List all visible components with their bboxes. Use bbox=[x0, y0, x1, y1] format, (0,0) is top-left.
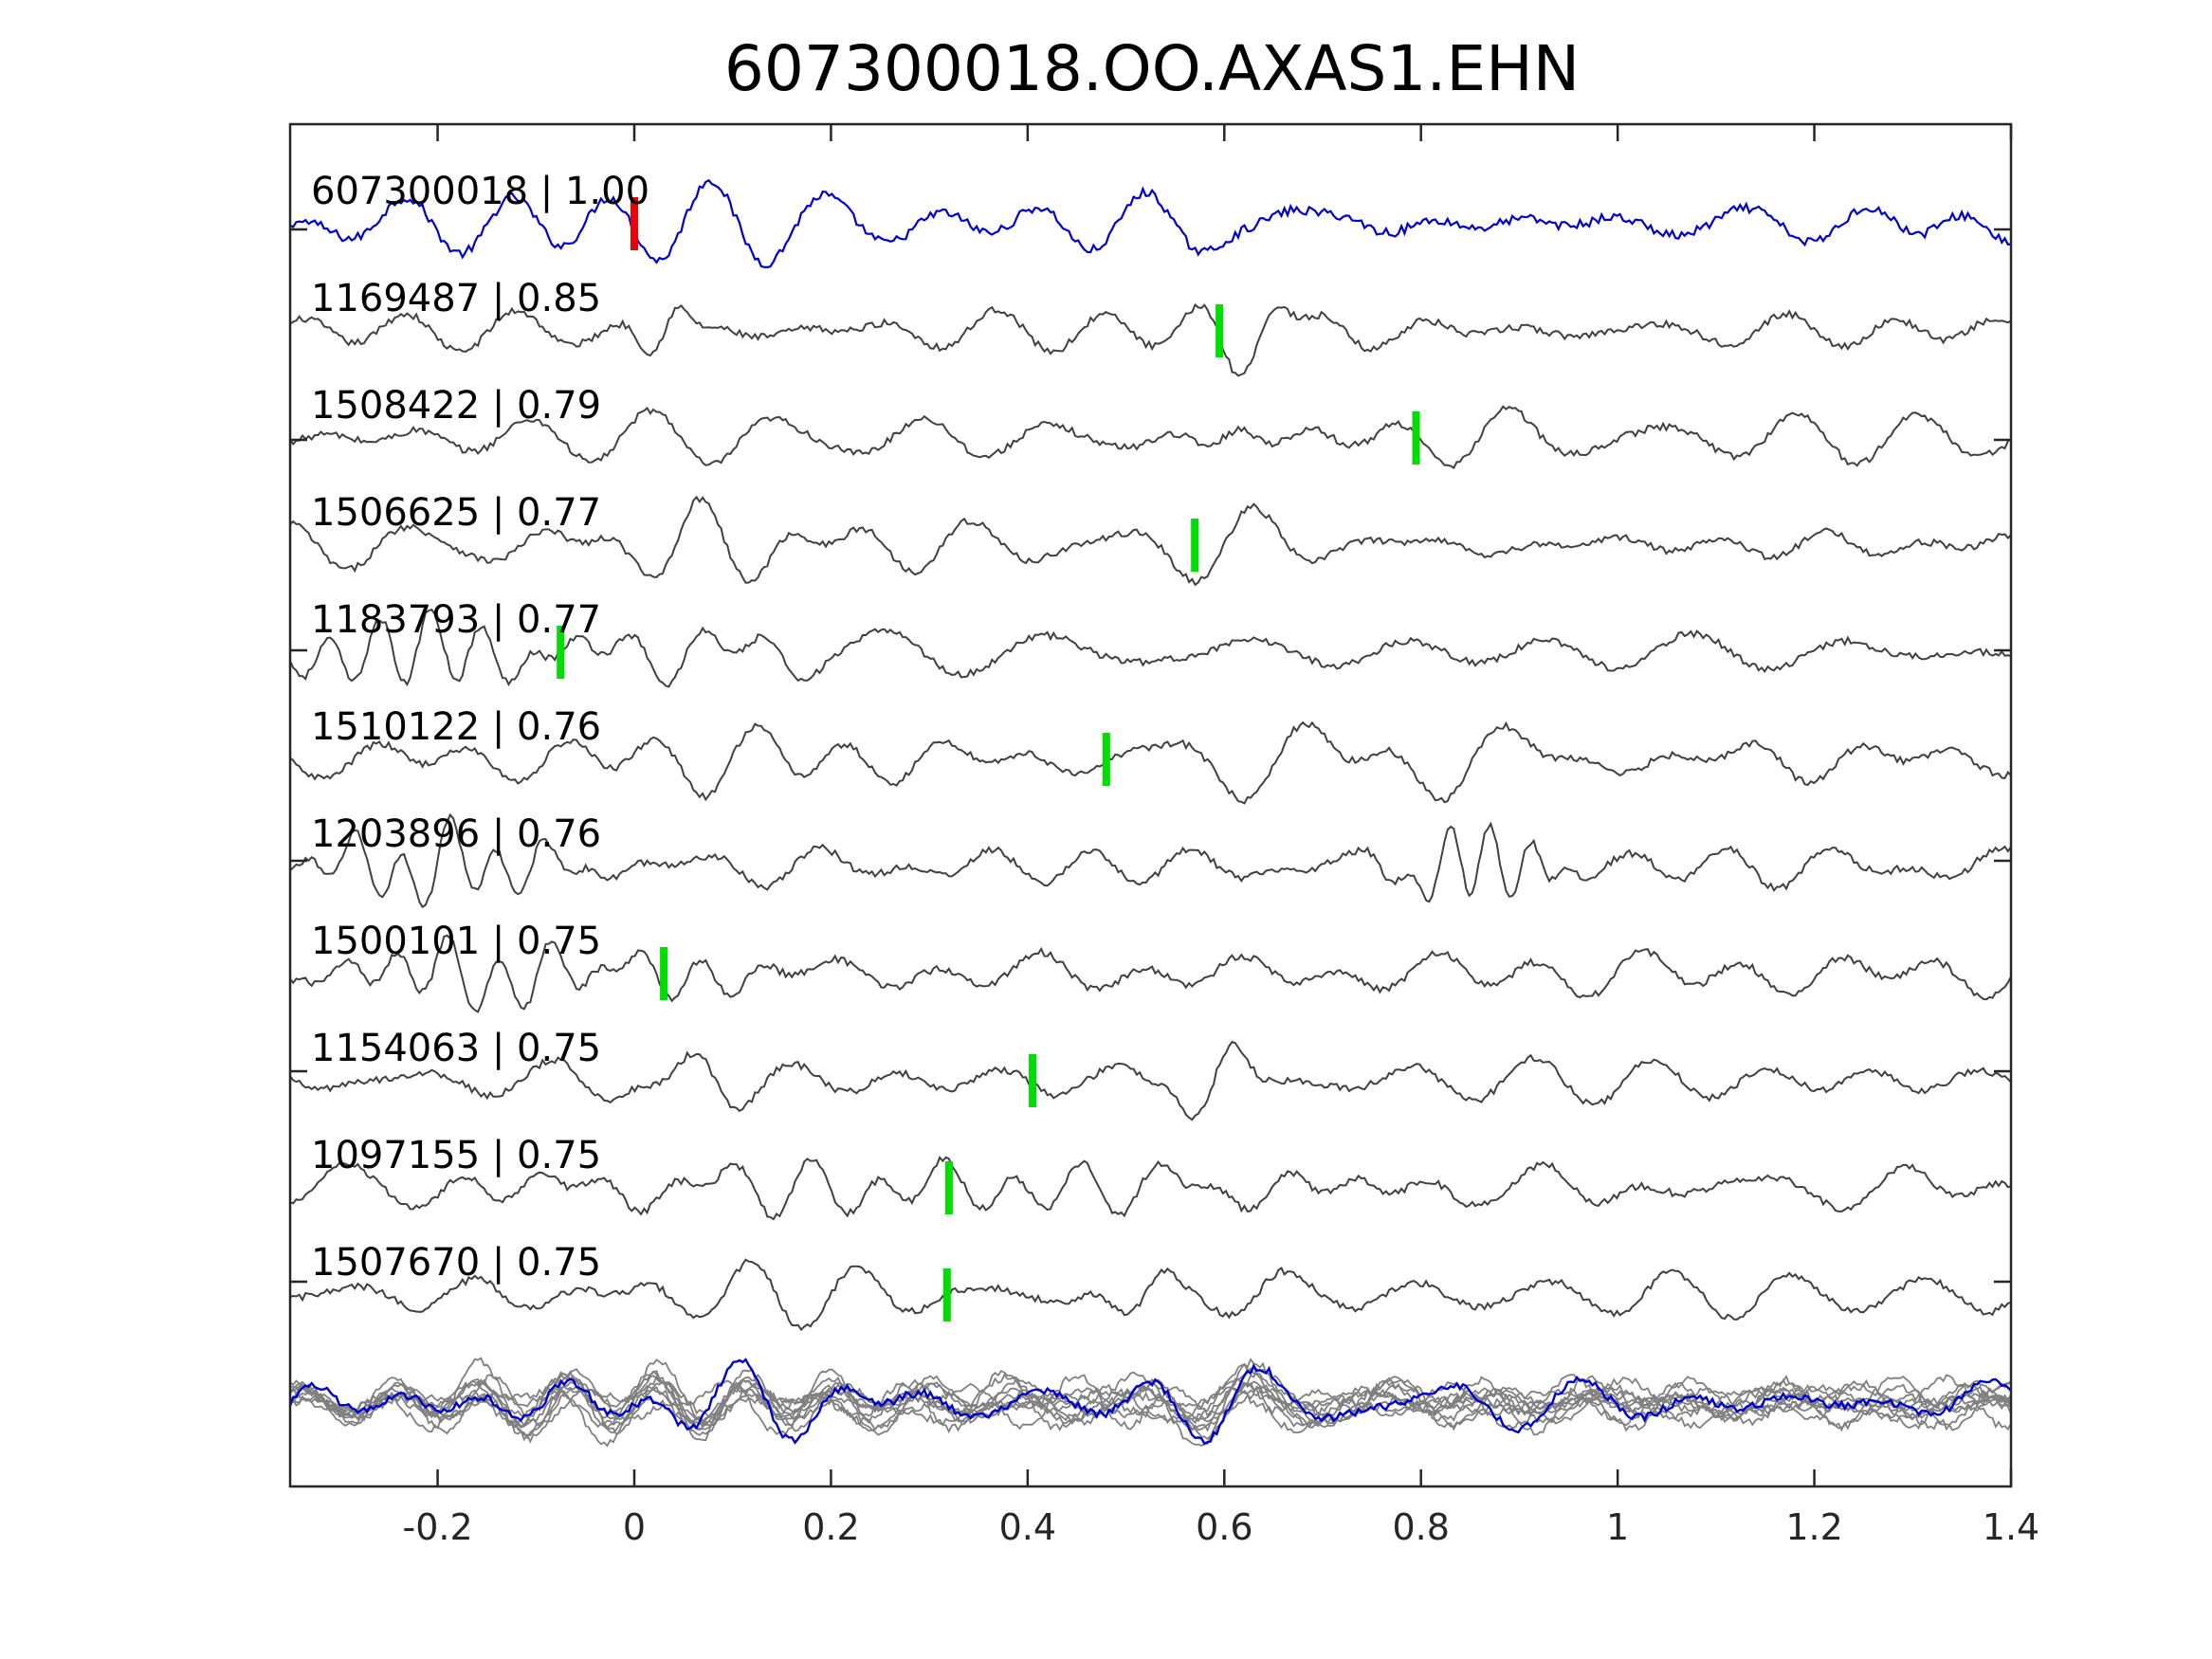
trace-label: 1097155 | 0.75 bbox=[311, 1134, 601, 1177]
template-trace-line bbox=[289, 495, 2012, 587]
x-tick-label: 0 bbox=[623, 1506, 646, 1548]
trace-label: 1154063 | 0.75 bbox=[311, 1027, 601, 1070]
trace-label: 1203896 | 0.76 bbox=[311, 812, 601, 856]
template-trace-line bbox=[289, 812, 2012, 909]
x-tick-label: 0.8 bbox=[1392, 1506, 1449, 1548]
template-trace-line bbox=[289, 1040, 2012, 1121]
stack-trace-line bbox=[289, 1358, 2012, 1448]
stack-trace-line bbox=[289, 1357, 2012, 1444]
template-trace-line bbox=[289, 1258, 2012, 1332]
traces-layer bbox=[288, 178, 2012, 1448]
chart-title: 607300018.OO.AXAS1.EHN bbox=[724, 32, 1580, 105]
stack-trace-line bbox=[289, 1369, 2012, 1435]
trace-label: 1506625 | 0.77 bbox=[311, 491, 601, 535]
trace-label: 1169487 | 0.85 bbox=[311, 277, 601, 320]
template-trace-line bbox=[289, 302, 2012, 377]
x-tick-label: 0.6 bbox=[1196, 1506, 1252, 1548]
trace-label: 1508422 | 0.79 bbox=[311, 384, 601, 428]
x-tick-label: 0.2 bbox=[802, 1506, 859, 1548]
trace-label: 1510122 | 0.76 bbox=[311, 705, 601, 749]
stack-master-trace-line bbox=[288, 1358, 2012, 1446]
template-trace-line bbox=[289, 720, 2012, 805]
picks-layer bbox=[557, 197, 1420, 1322]
x-tick-label: -0.2 bbox=[402, 1506, 472, 1548]
trace-label: 1183793 | 0.77 bbox=[311, 598, 601, 642]
trace-labels-layer: 607300018 | 1.00 1169487 | 0.85 1508422 | … bbox=[311, 170, 649, 1285]
trace-label: 1500101 | 0.75 bbox=[311, 920, 601, 963]
x-tick-label: 0.4 bbox=[999, 1506, 1056, 1548]
master-trace-line bbox=[289, 178, 2012, 269]
x-tick-label: 1.2 bbox=[1785, 1506, 1842, 1548]
x-tick-label: 1 bbox=[1606, 1506, 1629, 1548]
trace-label: 1507670 | 0.75 bbox=[311, 1241, 601, 1285]
template-trace-line bbox=[289, 1156, 2012, 1221]
x-tick-label: 1.4 bbox=[1983, 1506, 2039, 1548]
template-trace-line bbox=[289, 608, 2012, 688]
axis-ticks-layer: -0.2 0 0.2 0.4 0.6 0.8 1 1.2 1.4 bbox=[290, 124, 2039, 1548]
trace-label: 607300018 | 1.00 bbox=[311, 170, 649, 213]
template-trace-line bbox=[289, 934, 2012, 1013]
template-trace-line bbox=[289, 405, 2012, 470]
plot-area-frame bbox=[288, 122, 2013, 1488]
